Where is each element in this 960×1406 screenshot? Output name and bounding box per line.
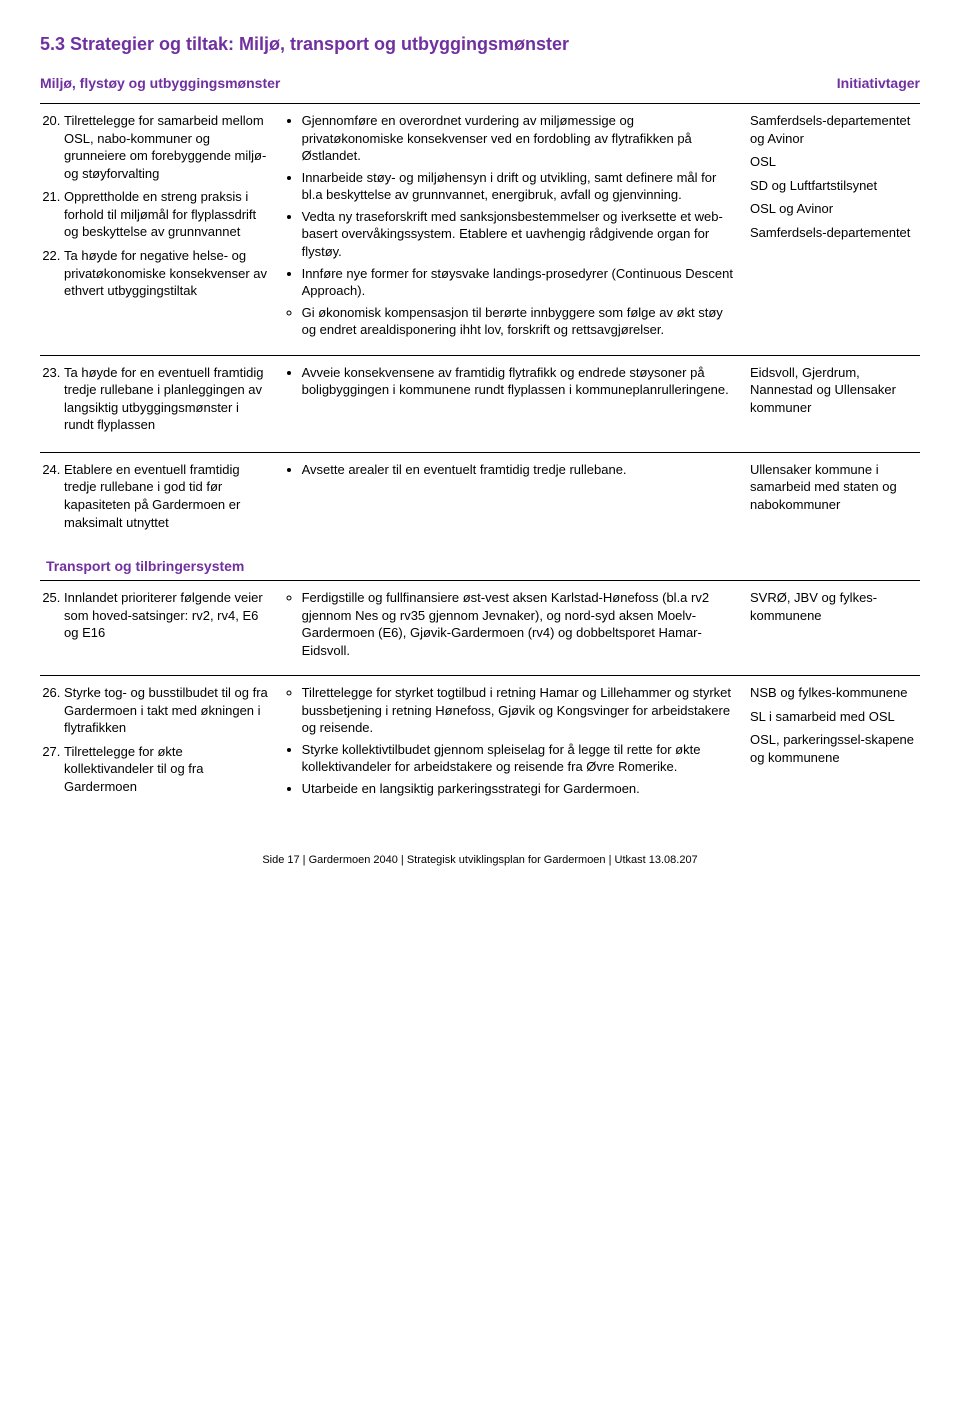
action-item: Avsette arealer til en eventuelt framtid…	[302, 461, 738, 479]
action-item: Innføre nye former for støysvake landing…	[302, 265, 738, 300]
strategy-item: Innlandet prioriterer følgende veier som…	[64, 589, 272, 642]
section-divider-row: Transport og tilbringersystem	[40, 549, 920, 580]
action-item: Styrke kollektivtilbudet gjennom spleise…	[302, 741, 738, 776]
initiator-item: SVRØ, JBV og fylkes-kommunene	[750, 589, 914, 624]
action-item: Utarbeide en langsiktig parkeringsstrate…	[302, 780, 738, 798]
subheader-left: Miljø, flystøy og utbyggingsmønster	[40, 74, 280, 93]
initiator-item: Samferdsels-departementet og Avinor	[750, 112, 914, 147]
table-row: Tilrettelegge for samarbeid mellom OSL, …	[40, 104, 920, 356]
strategy-item: Opprettholde en streng praksis i forhold…	[64, 188, 272, 241]
initiator-cell: NSB og fylkes-kommunene SL i samarbeid m…	[744, 676, 920, 814]
action-item: Gi økonomisk kompensasjon til berørte in…	[302, 304, 738, 339]
table-row: Etablere en eventuell framtidig tredje r…	[40, 452, 920, 549]
action-item: Tilrettelegge for styrket togtilbud i re…	[302, 684, 738, 737]
strategy-item: Ta høyde for en eventuell framtidig tred…	[64, 364, 272, 434]
initiator-item: SL i samarbeid med OSL	[750, 708, 914, 726]
action-cell: Avsette arealer til en eventuelt framtid…	[278, 452, 744, 549]
initiator-cell: Ullensaker kommune i samarbeid med state…	[744, 452, 920, 549]
table-row: Ta høyde for en eventuell framtidig tred…	[40, 355, 920, 452]
action-item: Vedta ny traseforskrift med sanksjonsbes…	[302, 208, 738, 261]
action-item: Avveie konsekvensene av framtidig flytra…	[302, 364, 738, 399]
strategy-cell: Ta høyde for en eventuell framtidig tred…	[40, 355, 278, 452]
strategy-item: Etablere en eventuell framtidig tredje r…	[64, 461, 272, 531]
subheader-row: Miljø, flystøy og utbyggingsmønster Init…	[40, 74, 920, 93]
initiator-item: SD og Luftfartstilsynet	[750, 177, 914, 195]
initiator-item: NSB og fylkes-kommunene	[750, 684, 914, 702]
initiator-item: Ullensaker kommune i samarbeid med state…	[750, 461, 914, 514]
initiator-item: OSL og Avinor	[750, 200, 914, 218]
initiator-item: Eidsvoll, Gjerdrum, Nannestad og Ullensa…	[750, 364, 914, 417]
action-item: Innarbeide støy- og miljøhensyn i drift …	[302, 169, 738, 204]
strategy-item: Styrke tog- og busstilbudet til og fra G…	[64, 684, 272, 737]
strategy-cell: Styrke tog- og busstilbudet til og fra G…	[40, 676, 278, 814]
section-label: Transport og tilbringersystem	[40, 549, 920, 580]
strategy-item: Tilrettelegge for økte kollektivandeler …	[64, 743, 272, 796]
strategy-cell: Innlandet prioriterer følgende veier som…	[40, 581, 278, 676]
action-cell: Gjennomføre en overordnet vurdering av m…	[278, 104, 744, 356]
action-cell: Avveie konsekvensene av framtidig flytra…	[278, 355, 744, 452]
action-cell: Tilrettelegge for styrket togtilbud i re…	[278, 676, 744, 814]
strategy-cell: Tilrettelegge for samarbeid mellom OSL, …	[40, 104, 278, 356]
page-footer: Side 17 | Gardermoen 2040 | Strategisk u…	[40, 853, 920, 868]
page-title: 5.3 Strategier og tiltak: Miljø, transpo…	[40, 32, 920, 56]
initiator-item: OSL	[750, 153, 914, 171]
strategy-cell: Etablere en eventuell framtidig tredje r…	[40, 452, 278, 549]
action-item: Ferdigstille og fullfinansiere øst-vest …	[302, 589, 738, 659]
strategy-item: Ta høyde for negative helse- og privatøk…	[64, 247, 272, 300]
subheader-right: Initiativtager	[837, 74, 920, 93]
action-cell: Ferdigstille og fullfinansiere øst-vest …	[278, 581, 744, 676]
initiator-item: Samferdsels-departementet	[750, 224, 914, 242]
initiator-item: OSL, parkeringssel-skapene og kommunene	[750, 731, 914, 766]
initiator-cell: Eidsvoll, Gjerdrum, Nannestad og Ullensa…	[744, 355, 920, 452]
table-row: Styrke tog- og busstilbudet til og fra G…	[40, 676, 920, 814]
table-row: Innlandet prioriterer følgende veier som…	[40, 581, 920, 676]
strategy-table: Tilrettelegge for samarbeid mellom OSL, …	[40, 103, 920, 813]
strategy-item: Tilrettelegge for samarbeid mellom OSL, …	[64, 112, 272, 182]
action-item: Gjennomføre en overordnet vurdering av m…	[302, 112, 738, 165]
initiator-cell: Samferdsels-departementet og Avinor OSL …	[744, 104, 920, 356]
initiator-cell: SVRØ, JBV og fylkes-kommunene	[744, 581, 920, 676]
